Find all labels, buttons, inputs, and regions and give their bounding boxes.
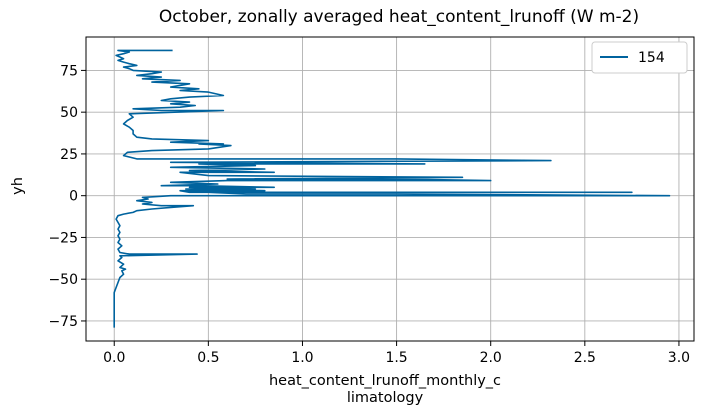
x-axis-label-line2: limatology [347, 390, 424, 406]
x-tick-label: 0.0 [103, 350, 125, 366]
series-line [113, 49, 671, 328]
x-tick-label: 1.5 [385, 350, 407, 366]
x-tick-label: 2.0 [480, 350, 502, 366]
legend: 154 [591, 41, 688, 74]
series-layer [113, 49, 671, 328]
ticks: 0.0 0.5 1.0 1.5 2.0 2.5 3.0 −75 −50 −25 0 25 50 75 [48, 63, 690, 366]
x-tick-label: 0.5 [197, 350, 219, 366]
chart-title: October, zonally averaged heat_content_l… [159, 7, 639, 27]
axes [85, 36, 695, 342]
x-tick-label: 3.0 [668, 350, 690, 366]
x-axis-label-line1: heat_content_lrunoff_monthly_c [269, 373, 501, 389]
legend-entry-label: 154 [638, 50, 665, 66]
y-tick-label: −75 [48, 314, 78, 330]
y-tick-label: −25 [48, 230, 78, 246]
plot-frame [85, 36, 695, 342]
y-tick-label: 25 [60, 147, 78, 163]
x-tick-label: 2.5 [574, 350, 596, 366]
y-axis-label: yh [10, 177, 26, 195]
y-tick-label: −50 [48, 272, 78, 288]
y-tick-label: 0 [69, 189, 78, 205]
legend-box [591, 41, 688, 74]
y-tick-label: 50 [60, 105, 78, 121]
y-tick-label: 75 [60, 63, 78, 79]
x-tick-label: 1.0 [291, 350, 313, 366]
